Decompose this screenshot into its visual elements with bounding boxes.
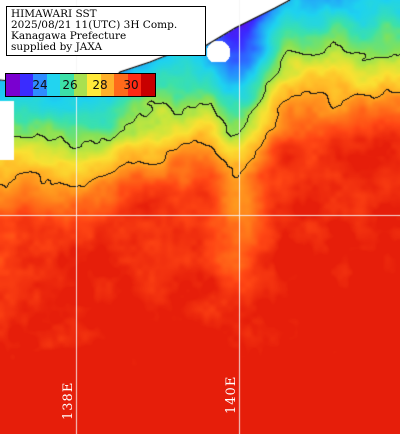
legend-segment	[33, 74, 47, 96]
legend-segment	[127, 74, 142, 96]
longitude-label-140e: 140E	[224, 375, 239, 414]
legend-segment	[60, 74, 74, 96]
legend-segment	[141, 74, 156, 96]
longitude-label-138e: 138E	[61, 381, 76, 420]
title-line-region: Kanagawa Prefecture	[11, 30, 127, 42]
legend-tick-28: 28	[92, 78, 108, 92]
legend-tick-26: 26	[62, 78, 78, 92]
legend-segment	[19, 74, 34, 96]
map-title-box: HIMAWARI SST 2025/08/21 11(UTC) 3H Comp.…	[6, 6, 206, 56]
legend-tick-24: 24	[32, 78, 48, 92]
legend-segment	[87, 74, 101, 96]
legend-segment	[114, 74, 128, 96]
legend-segment	[46, 74, 61, 96]
legend-segment	[73, 74, 88, 96]
title-line-datetime: 2025/08/21 11(UTC) 3H Comp.	[11, 19, 178, 31]
temperature-color-legend: 24 26 28 30	[5, 73, 156, 97]
title-line-credit: supplied by JAXA	[11, 41, 103, 53]
legend-segment	[100, 74, 115, 96]
title-line-product: HIMAWARI SST	[11, 8, 97, 20]
legend-tick-30: 30	[123, 78, 139, 92]
legend-segment	[6, 74, 20, 96]
